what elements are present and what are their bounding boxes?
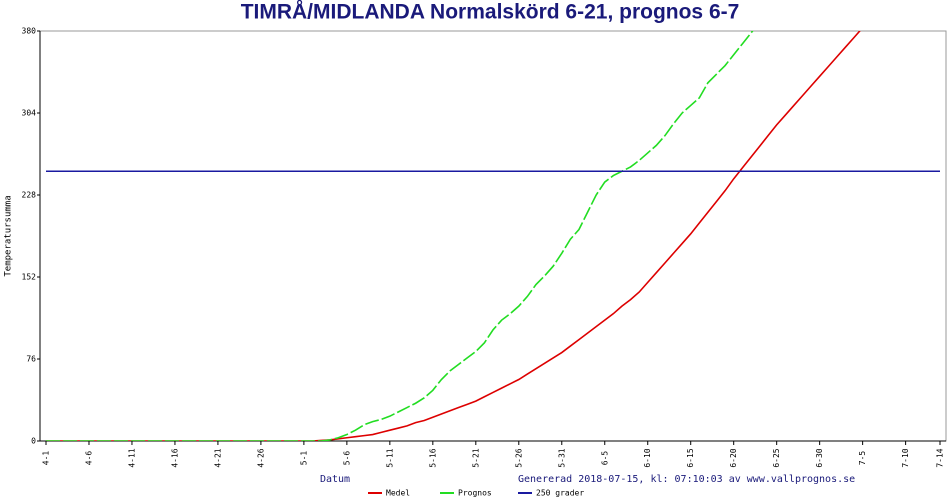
- legend-label: Prognos: [458, 489, 492, 498]
- x-tick-label: 6-25: [772, 448, 781, 467]
- y-tick-label: 152: [22, 273, 37, 282]
- x-tick-label: 4-21: [213, 448, 222, 467]
- y-tick-label: 304: [22, 109, 37, 118]
- x-tick-label: 5-31: [557, 448, 566, 467]
- y-tick-label: 0: [31, 437, 36, 446]
- x-tick-label: 6-20: [729, 448, 738, 467]
- series-line: [46, 31, 861, 441]
- x-tick-label: 7-10: [901, 448, 910, 467]
- y-axis-label: Temperatursumma: [4, 195, 14, 276]
- x-tick-label: 6-10: [643, 448, 652, 467]
- series-line: [46, 31, 754, 441]
- x-tick-label: 5-1: [299, 451, 308, 466]
- x-tick-label: 5-26: [514, 448, 523, 467]
- x-tick-label: 5-21: [471, 448, 480, 467]
- y-tick-label: 228: [22, 191, 37, 200]
- x-axis-label: Datum: [320, 474, 350, 485]
- x-tick-label: 5-16: [428, 448, 437, 467]
- x-tick-label: 6-5: [600, 451, 609, 466]
- x-tick-label: 4-26: [256, 448, 265, 467]
- x-tick-label: 4-1: [42, 451, 51, 466]
- footer: Genererad 2018-07-15, kl: 07:10:03 av ww…: [518, 474, 855, 485]
- x-tick-label: 4-11: [127, 448, 136, 467]
- plot-frame: [39, 30, 947, 442]
- chart-title: TIMRÅ/MIDLANDA Normalskörd 6-21, prognos…: [241, 0, 740, 24]
- plot-area: [46, 31, 940, 441]
- x-tick-label: 6-15: [686, 448, 695, 467]
- x-tick-label: 7-5: [858, 451, 867, 466]
- y-tick-label: 76: [26, 355, 36, 364]
- x-tick-label: 4-6: [84, 451, 93, 466]
- legend-label: 250 grader: [536, 489, 584, 498]
- x-tick-label: 7-14: [936, 448, 945, 467]
- x-tick-label: 6-30: [815, 448, 824, 467]
- x-tick-label: 5-6: [342, 451, 351, 466]
- y-tick-label: 380: [22, 27, 37, 36]
- x-tick-label: 5-11: [385, 448, 394, 467]
- legend-label: Medel: [386, 489, 410, 498]
- x-tick-label: 4-16: [170, 448, 179, 467]
